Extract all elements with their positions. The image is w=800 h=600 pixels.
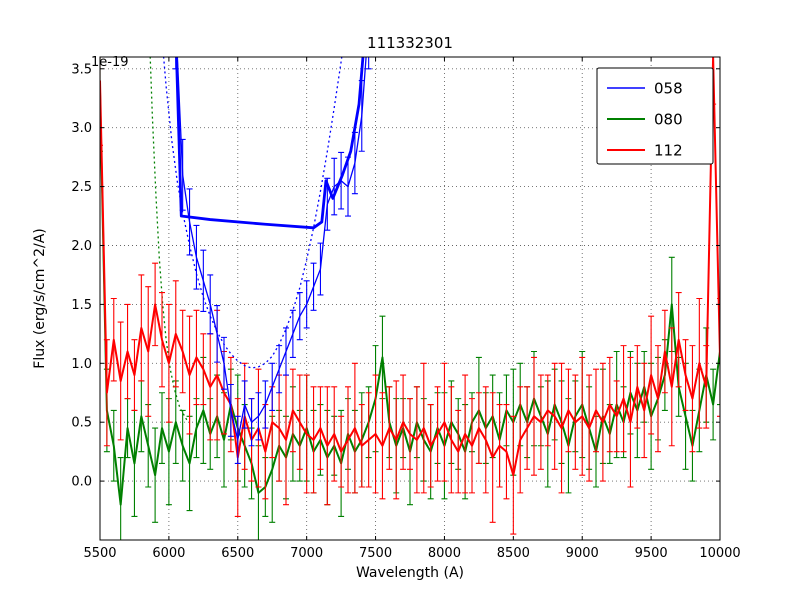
axes-frame: [99, 56, 721, 541]
series-058-model-dotted: [162, 57, 343, 369]
x-tick-label: 7500: [359, 546, 392, 561]
series-080-model-dotted: [149, 57, 188, 421]
080-model-dotted-line: [149, 57, 188, 421]
x-tick-label: 6000: [152, 546, 185, 561]
y-axis-offset-text: 1e-19: [91, 55, 129, 70]
y-axis-label: Flux (erg/s/cm^2/A): [32, 228, 48, 368]
legend: 058 080 112: [596, 67, 714, 165]
x-tick-label: 10000: [699, 546, 740, 561]
legend-label-058: 058: [654, 80, 683, 98]
series-058: [172, 57, 372, 464]
legend-label-080: 080: [654, 111, 683, 129]
y-tick-label: 2.5: [71, 180, 92, 195]
x-tick-label: 8000: [428, 546, 461, 561]
x-tick-label: 9000: [566, 546, 599, 561]
axes-frame-and-ticks: 5500 6000 6500 7000 7500 8000 8500 9000 9500 1000…: [71, 56, 741, 561]
x-axis-label: Wavelength (A): [356, 565, 464, 581]
058-line: [176, 57, 367, 441]
y-tick-label: 1.0: [71, 357, 92, 372]
y-tick-label: 3.0: [71, 121, 92, 136]
058-smoothed-thick-line: [175, 57, 365, 230]
chart-title: 111332301: [367, 34, 453, 52]
legend-label-112: 112: [654, 142, 683, 160]
y-tick-label: 2.0: [71, 239, 92, 254]
x-tick-label: 5500: [83, 546, 116, 561]
data-series: [100, 57, 720, 540]
y-tick-label: 0.5: [71, 416, 92, 431]
x-tick-label: 8500: [497, 546, 530, 561]
y-tick-label: 0.0: [71, 475, 92, 490]
x-tick-label: 6500: [221, 546, 254, 561]
058-model-dotted-line: [162, 57, 343, 369]
y-tick-label: 1.5: [71, 298, 92, 313]
y-tick-label: 3.5: [71, 62, 92, 77]
x-tick-label: 7000: [290, 546, 323, 561]
112-line: [100, 57, 720, 477]
x-tick-label: 9500: [635, 546, 668, 561]
legend-box: [596, 67, 714, 165]
series-058-smoothed-thick: [175, 57, 365, 230]
